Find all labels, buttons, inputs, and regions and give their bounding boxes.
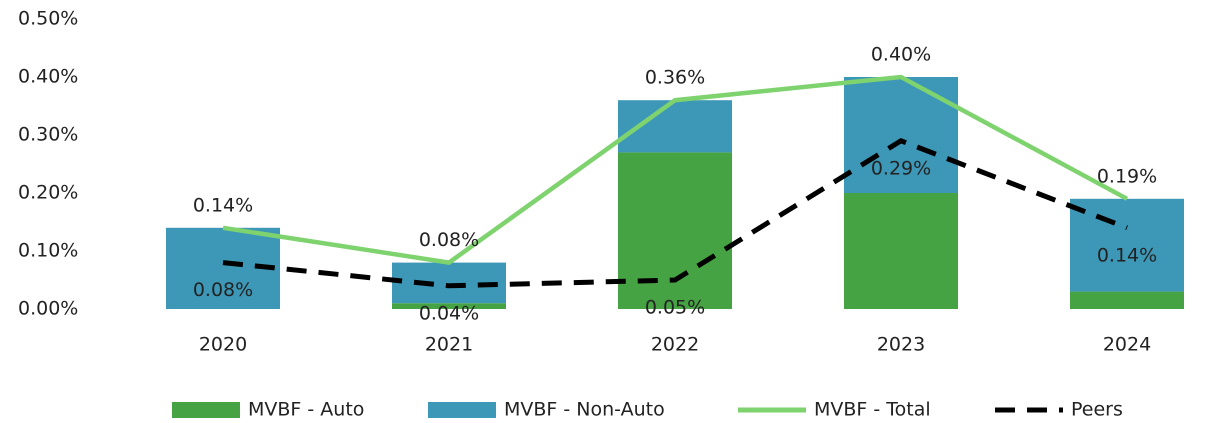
data-label: 0.04% bbox=[419, 302, 479, 324]
line bbox=[222, 138, 1128, 289]
legend-label: MVBF - Total bbox=[814, 399, 931, 421]
line bbox=[222, 74, 1129, 265]
legend-label: MVBF - Non-Auto bbox=[504, 399, 665, 421]
data-label: 0.40% bbox=[871, 44, 931, 66]
legend-swatch bbox=[428, 402, 496, 418]
y-tick-label: 0.10% bbox=[18, 240, 78, 262]
bar bbox=[844, 193, 958, 309]
x-tick-label: 2024 bbox=[1103, 334, 1151, 356]
y-tick-label: 0.30% bbox=[18, 124, 78, 146]
data-label: 0.19% bbox=[1097, 165, 1157, 187]
x-tick-label: 2022 bbox=[651, 334, 699, 356]
legend-swatch bbox=[172, 402, 240, 418]
data-label: 0.36% bbox=[645, 67, 705, 89]
data-label: 0.08% bbox=[419, 229, 479, 251]
bar bbox=[1070, 198, 1184, 292]
y-tick-label: 0.20% bbox=[18, 182, 78, 204]
y-tick-label: 0.00% bbox=[18, 298, 78, 320]
data-label: 0.29% bbox=[871, 157, 931, 179]
x-tick-label: 2020 bbox=[199, 334, 247, 356]
data-label: 0.14% bbox=[1097, 244, 1157, 266]
bar bbox=[618, 152, 732, 309]
y-tick-label: 0.50% bbox=[18, 8, 78, 30]
x-tick-label: 2023 bbox=[877, 334, 925, 356]
data-label: 0.08% bbox=[193, 279, 253, 301]
legend-label: Peers bbox=[1071, 399, 1123, 421]
bar bbox=[1070, 291, 1184, 309]
legend-label: MVBF - Auto bbox=[248, 399, 364, 421]
x-tick-label: 2021 bbox=[425, 334, 473, 356]
data-label: 0.14% bbox=[193, 194, 253, 216]
data-label: 0.05% bbox=[645, 297, 705, 319]
bar bbox=[392, 303, 506, 309]
y-tick-label: 0.40% bbox=[18, 66, 78, 88]
